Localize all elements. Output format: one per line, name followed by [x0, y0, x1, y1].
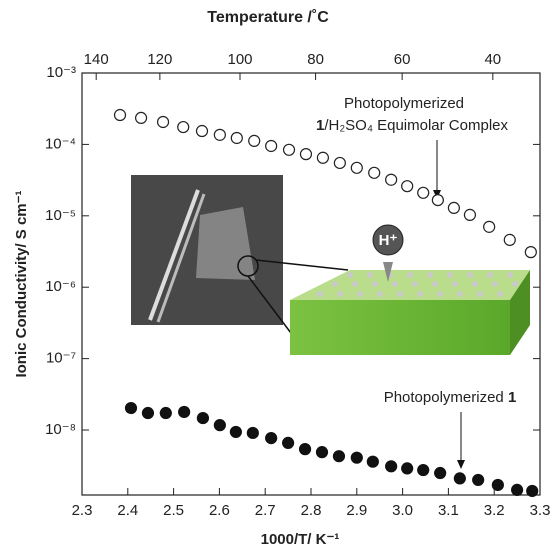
- data-point: [178, 405, 191, 419]
- x2-axis-title: Temperature /˚C: [207, 9, 329, 26]
- x2-tick-label: 40: [484, 51, 501, 68]
- x-tick-label: 2.4: [117, 502, 138, 519]
- zoom-line: [255, 259, 349, 271]
- data-point: [299, 148, 313, 161]
- data-point: [332, 450, 346, 463]
- x-tick-label: 2.6: [209, 502, 230, 519]
- data-point: [368, 166, 381, 179]
- data-point: [447, 201, 460, 215]
- data-point: [265, 139, 278, 153]
- data-point: [503, 233, 516, 246]
- x-tick-label: 2.7: [255, 502, 276, 519]
- x-tick-label: 2.3: [72, 502, 93, 519]
- data-point: [401, 462, 414, 475]
- film-block: H⁺: [290, 224, 530, 355]
- y-tick-label: 10⁻⁴: [45, 135, 76, 152]
- data-point: [265, 432, 278, 445]
- x2-tick-label: 60: [394, 51, 411, 68]
- data-point: [401, 180, 414, 193]
- data-point: [196, 411, 210, 425]
- data-point: [229, 425, 242, 439]
- data-point: [510, 483, 524, 496]
- x2-tick-label: 140: [84, 51, 109, 68]
- data-point: [159, 406, 172, 420]
- x-tick-label: 3.1: [438, 502, 459, 519]
- data-point: [316, 151, 330, 164]
- data-point: [298, 443, 312, 456]
- data-point: [156, 115, 170, 129]
- data-point: [417, 186, 430, 199]
- data-point: [230, 131, 243, 145]
- data-point: [282, 436, 295, 450]
- data-point: [113, 108, 127, 122]
- inset-photo: [131, 175, 283, 325]
- data-point: [177, 120, 190, 134]
- data-point: [385, 460, 398, 473]
- x2-tick-label: 100: [227, 51, 252, 68]
- data-point: [134, 111, 148, 125]
- annotation: 1/H₂SO₄ Equimolar Complex: [316, 117, 509, 134]
- y-tick-label: 10⁻⁷: [46, 350, 76, 367]
- x-tick-label: 2.9: [346, 502, 367, 519]
- x-axis-title: 1000/T/ K⁻¹: [261, 531, 340, 548]
- data-point: [417, 463, 430, 477]
- x-tick-label: 3.0: [392, 502, 413, 519]
- data-point: [315, 446, 329, 459]
- data-point: [350, 161, 363, 174]
- data-point: [526, 484, 539, 498]
- arrow-head: [457, 460, 465, 469]
- data-point: [350, 451, 363, 464]
- data-point: [483, 220, 496, 233]
- ion-label: H⁺: [379, 232, 398, 249]
- annotation: Photopolymerized: [344, 95, 464, 112]
- data-point: [524, 246, 537, 259]
- annotation: Photopolymerized: [384, 389, 508, 406]
- data-point: [248, 134, 261, 147]
- y-tick-label: 10⁻³: [46, 64, 76, 81]
- y-axis-title: Ionic Conductivity/ S cm⁻¹: [13, 190, 30, 377]
- x-tick-label: 2.8: [301, 502, 322, 519]
- x-tick-label: 3.3: [530, 502, 551, 519]
- x-tick-label: 2.5: [163, 502, 184, 519]
- x2-tick-label: 120: [147, 51, 172, 68]
- data-point: [282, 143, 296, 156]
- data-point: [431, 193, 444, 207]
- data-point: [491, 478, 504, 492]
- data-point: [453, 472, 466, 485]
- data-point: [472, 473, 485, 487]
- y-tick-label: 10⁻⁶: [45, 278, 76, 295]
- annotation: 1: [316, 117, 324, 134]
- data-point: [246, 426, 259, 440]
- y-tick-label: 10⁻⁵: [45, 207, 76, 224]
- data-point: [434, 466, 447, 480]
- x2-tick-label: 80: [307, 51, 324, 68]
- data-point: [366, 455, 379, 468]
- data-point: [141, 406, 155, 420]
- data-point: [385, 173, 398, 186]
- annotation: /H₂SO₄ Equimolar Complex: [324, 117, 508, 134]
- data-point: [195, 124, 209, 138]
- x-tick-label: 3.2: [484, 502, 505, 519]
- data-point: [333, 156, 346, 170]
- data-point: [463, 208, 477, 221]
- data-point: [213, 419, 226, 432]
- y-tick-label: 10⁻⁸: [45, 421, 76, 438]
- annotation: 1: [508, 389, 516, 406]
- annotation: Photopolymerized 1: [384, 389, 517, 406]
- data-point: [124, 401, 138, 415]
- data-point: [213, 128, 226, 141]
